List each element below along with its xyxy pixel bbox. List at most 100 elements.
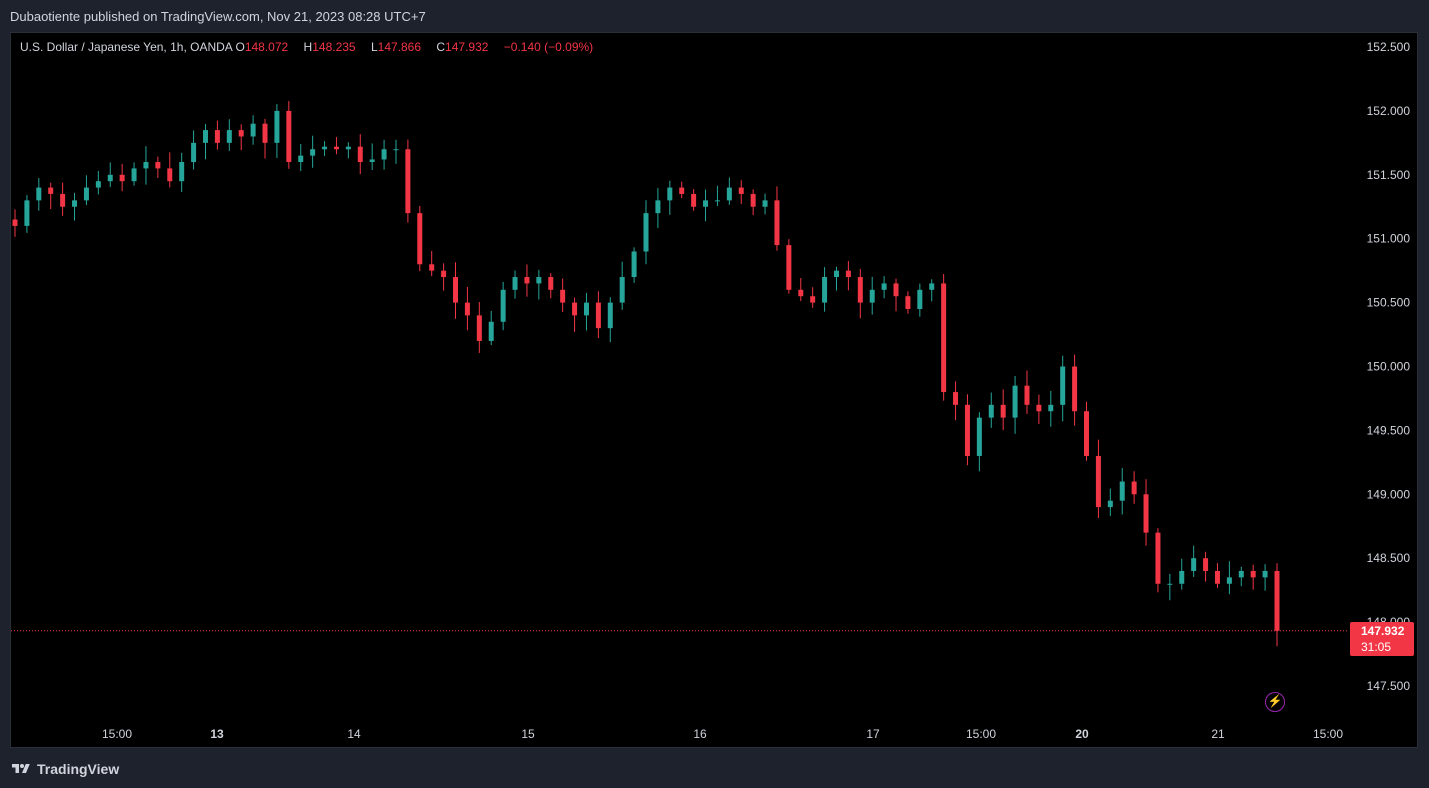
top-bar: Dubaotiente published on TradingView.com… bbox=[0, 0, 1429, 32]
price-tick-label: 149.500 bbox=[1367, 423, 1411, 437]
candle-body bbox=[95, 181, 101, 188]
candle bbox=[226, 119, 232, 151]
candle-body bbox=[869, 289, 875, 303]
candle-body bbox=[274, 110, 280, 143]
published-info: Dubaotiente published on TradingView.com… bbox=[10, 9, 426, 24]
candle bbox=[107, 162, 113, 188]
candle-body bbox=[357, 146, 363, 163]
candle bbox=[250, 115, 256, 145]
candle-body bbox=[191, 142, 197, 163]
time-tick-label: 17 bbox=[866, 727, 880, 741]
candle-body bbox=[929, 283, 935, 290]
time-tick-label: 15 bbox=[521, 727, 535, 741]
time-axis[interactable]: 15:00 13 14 15 16 17 15:00 20 21 15:00 bbox=[102, 727, 1343, 741]
time-tick-label: 13 bbox=[210, 727, 224, 741]
candle-body bbox=[619, 277, 625, 303]
tradingview-logo-icon[interactable] bbox=[10, 762, 32, 776]
close-label: C bbox=[436, 40, 446, 54]
candle-body bbox=[1084, 411, 1090, 456]
candle bbox=[155, 156, 161, 178]
candle bbox=[857, 268, 863, 319]
candle bbox=[786, 239, 792, 294]
candle bbox=[1000, 389, 1006, 431]
candle-body bbox=[119, 174, 125, 182]
symbol-name[interactable]: U.S. Dollar / Japanese Yen, 1h, OANDA bbox=[20, 40, 233, 54]
candle-body bbox=[1119, 481, 1125, 501]
candle bbox=[679, 181, 685, 199]
candle bbox=[798, 278, 804, 302]
candle bbox=[1214, 563, 1220, 588]
candle-body bbox=[238, 130, 244, 137]
candle-body bbox=[572, 302, 578, 316]
candle-body bbox=[1048, 404, 1054, 412]
candle bbox=[286, 101, 292, 169]
candle bbox=[131, 162, 137, 186]
candle-body bbox=[810, 296, 816, 303]
candle-body bbox=[226, 130, 232, 143]
candle bbox=[1155, 528, 1161, 593]
time-tick-label: 15:00 bbox=[966, 727, 996, 741]
candle bbox=[143, 146, 149, 185]
price-axis[interactable]: 147.500148.000148.500149.000149.500150.0… bbox=[1367, 40, 1411, 693]
candle-body bbox=[131, 168, 137, 182]
candle-body bbox=[1060, 366, 1066, 405]
candle bbox=[762, 193, 768, 215]
tradingview-brand[interactable]: TradingView bbox=[37, 761, 120, 777]
candle-body bbox=[143, 162, 149, 169]
candle bbox=[929, 279, 935, 302]
candle bbox=[24, 195, 30, 233]
candlestick-chart[interactable]: 147.500148.000148.500149.000149.500150.0… bbox=[11, 33, 1419, 749]
candle bbox=[262, 118, 268, 159]
candle bbox=[1024, 370, 1030, 414]
candle-body bbox=[405, 149, 411, 214]
candle bbox=[1072, 354, 1078, 426]
candle-body bbox=[976, 417, 982, 456]
candle bbox=[1143, 479, 1149, 546]
candle-body bbox=[369, 159, 375, 163]
candle bbox=[512, 270, 518, 299]
candle-body bbox=[333, 146, 339, 150]
candle bbox=[833, 266, 839, 291]
candle bbox=[310, 135, 316, 168]
candle bbox=[500, 281, 506, 331]
last-price-value: 147.932 bbox=[1361, 624, 1405, 638]
price-tick-label: 147.500 bbox=[1367, 679, 1411, 693]
candle-body bbox=[36, 187, 42, 201]
candle bbox=[1084, 401, 1090, 461]
candle-body bbox=[500, 289, 506, 322]
candle bbox=[607, 297, 613, 343]
candle-body bbox=[560, 289, 566, 303]
candle-body bbox=[1155, 532, 1161, 584]
candle bbox=[464, 286, 470, 331]
candle bbox=[1238, 566, 1244, 587]
candle-body bbox=[441, 270, 447, 278]
candle-body bbox=[607, 302, 613, 329]
lightning-icon[interactable]: ⚡ bbox=[1265, 692, 1285, 712]
candle-body bbox=[726, 187, 732, 201]
candle-body bbox=[429, 264, 435, 271]
candle bbox=[357, 134, 363, 175]
candle-body bbox=[548, 277, 554, 290]
candle-body bbox=[393, 149, 399, 151]
candle-body bbox=[60, 193, 66, 207]
candle bbox=[167, 152, 173, 188]
candle bbox=[441, 263, 447, 291]
candle bbox=[893, 278, 899, 312]
candle bbox=[381, 139, 387, 170]
candle-body bbox=[750, 193, 756, 207]
candle bbox=[345, 142, 351, 159]
candle bbox=[976, 412, 982, 472]
candle bbox=[83, 175, 89, 206]
candle-body bbox=[941, 283, 947, 393]
candle-body bbox=[1179, 570, 1185, 584]
chart-panel[interactable]: 147.500148.000148.500149.000149.500150.0… bbox=[10, 32, 1418, 748]
candle-body bbox=[833, 270, 839, 278]
open-label: O bbox=[235, 40, 245, 54]
candle-body bbox=[1143, 494, 1149, 533]
candle bbox=[417, 205, 423, 272]
candle bbox=[1107, 488, 1113, 516]
candle bbox=[953, 381, 959, 421]
candle bbox=[214, 120, 220, 150]
candle bbox=[560, 278, 566, 313]
candle bbox=[964, 394, 970, 466]
